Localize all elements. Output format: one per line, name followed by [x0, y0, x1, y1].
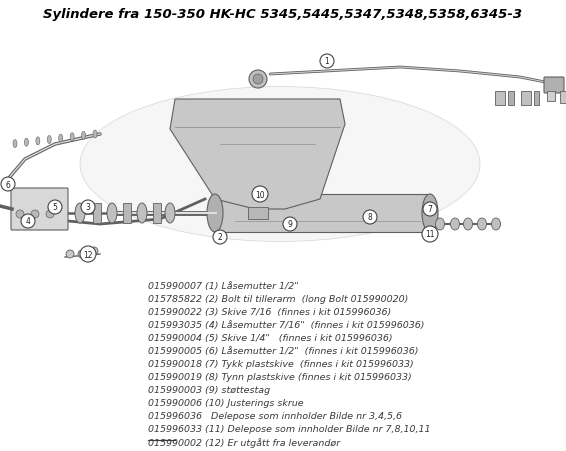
Circle shape [363, 211, 377, 225]
Ellipse shape [464, 219, 473, 230]
Circle shape [80, 246, 96, 262]
Bar [534, 92, 539, 106]
Circle shape [16, 211, 24, 219]
Text: 7: 7 [427, 205, 432, 214]
Text: 4: 4 [25, 217, 31, 226]
Polygon shape [170, 100, 345, 210]
Text: 3: 3 [85, 203, 91, 212]
Text: 10: 10 [255, 190, 265, 199]
Ellipse shape [75, 203, 85, 224]
Ellipse shape [165, 203, 175, 224]
Ellipse shape [59, 135, 63, 143]
Circle shape [253, 75, 263, 85]
Bar [560, 92, 566, 104]
Text: 015990022 (3) Skive 7/16  (finnes i kit 015996036): 015990022 (3) Skive 7/16 (finnes i kit 0… [148, 307, 391, 316]
Circle shape [48, 201, 62, 215]
Ellipse shape [451, 219, 460, 230]
Text: 015996033 (11) Delepose som innholder Bilde nr 7,8,10,11: 015996033 (11) Delepose som innholder Bi… [148, 424, 431, 433]
Ellipse shape [70, 133, 74, 142]
Ellipse shape [48, 136, 52, 144]
Ellipse shape [90, 248, 98, 255]
Text: 12: 12 [83, 250, 93, 259]
FancyBboxPatch shape [544, 78, 564, 94]
Circle shape [283, 217, 297, 231]
Ellipse shape [137, 203, 147, 224]
Text: 015990019 (8) Tynn plastskive (finnes i kit 015996033): 015990019 (8) Tynn plastskive (finnes i … [148, 372, 411, 381]
Bar [508, 92, 514, 106]
Ellipse shape [491, 219, 500, 230]
Circle shape [422, 226, 438, 243]
Bar [215, 194, 430, 232]
Ellipse shape [82, 132, 85, 140]
Bar [153, 203, 161, 224]
Ellipse shape [207, 194, 223, 232]
Ellipse shape [24, 139, 28, 147]
Text: 015990018 (7) Tykk plastskive  (finnes i kit 015996033): 015990018 (7) Tykk plastskive (finnes i … [148, 359, 414, 368]
Circle shape [81, 201, 95, 215]
Text: 5: 5 [53, 203, 57, 212]
Circle shape [1, 178, 15, 192]
Circle shape [21, 215, 35, 229]
Text: 9: 9 [288, 220, 293, 229]
Ellipse shape [422, 194, 438, 232]
Circle shape [423, 202, 437, 216]
Ellipse shape [66, 250, 74, 258]
Text: 015990002 (12) Er utgått fra leverandør: 015990002 (12) Er utgått fra leverandør [148, 437, 340, 447]
Circle shape [320, 55, 334, 69]
Bar [521, 92, 531, 106]
Text: Sylindere fra 150-350 HK-HC 5345,5445,5347,5348,5358,6345-3: Sylindere fra 150-350 HK-HC 5345,5445,53… [44, 8, 522, 21]
Text: 015990004 (5) Skive 1/4"   (finnes i kit 015996036): 015990004 (5) Skive 1/4" (finnes i kit 0… [148, 333, 393, 342]
Bar [93, 203, 101, 224]
Ellipse shape [478, 219, 487, 230]
Text: 1: 1 [325, 57, 329, 66]
Bar [547, 92, 555, 102]
Text: 015785822 (2) Bolt til tillerarm  (long Bolt 015990020): 015785822 (2) Bolt til tillerarm (long B… [148, 295, 409, 304]
Bar [248, 207, 268, 220]
Bar [495, 92, 505, 106]
Ellipse shape [36, 138, 40, 146]
Circle shape [213, 230, 227, 244]
Ellipse shape [78, 250, 86, 258]
Text: 015990007 (1) Låsemutter 1/2": 015990007 (1) Låsemutter 1/2" [148, 281, 299, 290]
Text: 015990003 (9) støttestag: 015990003 (9) støttestag [148, 385, 270, 394]
Ellipse shape [93, 131, 97, 139]
FancyBboxPatch shape [11, 189, 68, 230]
Ellipse shape [80, 87, 480, 242]
Text: 015996036   Delepose som innholder Bilde nr 3,4,5,6: 015996036 Delepose som innholder Bilde n… [148, 411, 402, 420]
Ellipse shape [107, 203, 117, 224]
Circle shape [252, 187, 268, 202]
Text: 2: 2 [217, 233, 222, 242]
Ellipse shape [435, 219, 444, 230]
Text: 6: 6 [6, 180, 10, 189]
Text: 015993035 (4) Låsemutter 7/16"  (finnes i kit 015996036): 015993035 (4) Låsemutter 7/16" (finnes i… [148, 320, 424, 329]
Text: 8: 8 [368, 213, 372, 222]
Text: 015990005 (6) Låsemutter 1/2"  (finnes i kit 015996036): 015990005 (6) Låsemutter 1/2" (finnes i … [148, 346, 418, 355]
Circle shape [46, 211, 54, 219]
Circle shape [249, 71, 267, 89]
Bar [123, 203, 131, 224]
Text: 015990006 (10) Justerings skrue: 015990006 (10) Justerings skrue [148, 398, 303, 407]
Text: 11: 11 [425, 230, 435, 239]
Ellipse shape [13, 140, 17, 148]
Circle shape [31, 211, 39, 219]
